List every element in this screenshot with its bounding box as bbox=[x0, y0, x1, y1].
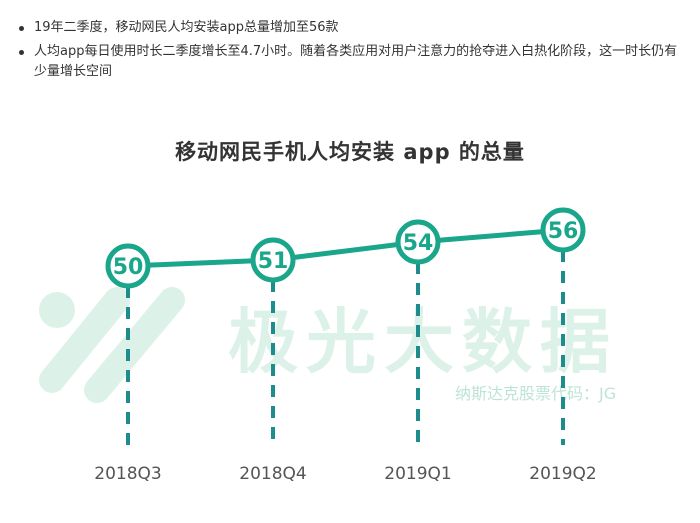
bullet-item: 19年二季度，移动网民人均安装app总量增加至56款 bbox=[16, 18, 688, 38]
chart-title: 移动网民手机人均安装 app 的总量 bbox=[175, 140, 525, 164]
x-tick-label: 2019Q1 bbox=[384, 464, 451, 484]
summary-bullets: 19年二季度，移动网民人均安装app总量增加至56款 人均app每日使用时长二季… bbox=[16, 18, 688, 86]
data-label: 56 bbox=[548, 219, 579, 244]
data-point bbox=[540, 207, 586, 253]
line-chart: 50 51 54 56 2018Q3 2018Q4 2019Q1 2019Q2 bbox=[94, 207, 597, 484]
bullet-item: 人均app每日使用时长二季度增长至4.7小时。随着各类应用对用户注意力的抢夺进入… bbox=[16, 42, 688, 82]
data-point bbox=[250, 237, 296, 283]
data-point bbox=[105, 243, 151, 289]
x-tick-label: 2019Q2 bbox=[529, 464, 596, 484]
data-label: 54 bbox=[403, 231, 434, 256]
data-label: 51 bbox=[258, 249, 289, 274]
series-line bbox=[125, 227, 566, 269]
data-point bbox=[395, 219, 441, 265]
chart-container: 极光大数据 纳斯达克股票代码：JG 移动网民手机人均安装 app 的总量 50 5… bbox=[0, 120, 700, 523]
data-label: 50 bbox=[113, 255, 144, 280]
x-tick-label: 2018Q4 bbox=[239, 464, 306, 484]
x-tick-label: 2018Q3 bbox=[94, 464, 161, 484]
